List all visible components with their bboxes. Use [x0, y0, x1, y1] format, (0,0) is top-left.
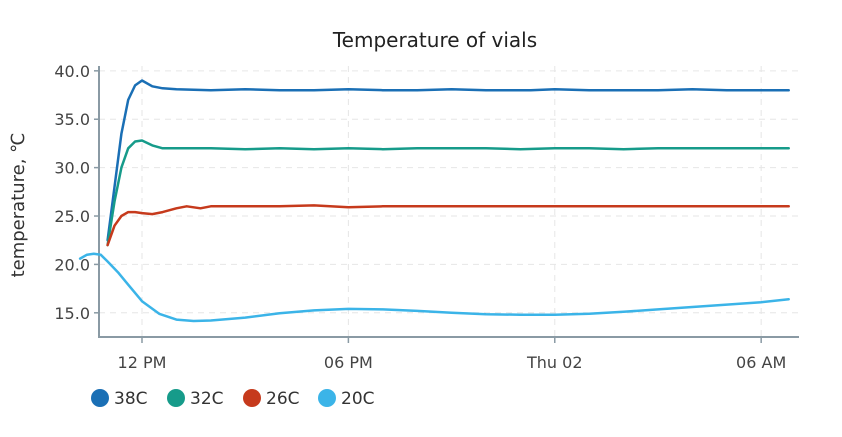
legend-marker [167, 389, 185, 407]
series-line-20c [78, 252, 790, 323]
legend-item-20c[interactable]: 20C [318, 389, 375, 409]
legend-item-26c[interactable]: 26C [243, 389, 300, 409]
legend-item-32c[interactable]: 32C [167, 389, 224, 409]
legend-label: 32C [190, 389, 224, 409]
series-lines [78, 79, 790, 323]
y-tick-label: 15.0 [54, 304, 90, 323]
y-tick-label: 20.0 [54, 255, 90, 274]
legend-item-38c[interactable]: 38C [91, 389, 148, 409]
y-tick-label: 35.0 [54, 110, 90, 129]
legend[interactable]: 38C 32C 26C 20C [91, 389, 375, 409]
y-tick-label: 25.0 [54, 207, 90, 226]
y-tick-label: 40.0 [54, 62, 90, 81]
legend-marker [318, 389, 336, 407]
axes [98, 66, 799, 338]
x-tick-label: 06 PM [324, 353, 373, 372]
x-tick-label: Thu 02 [526, 353, 583, 372]
grid [99, 66, 799, 337]
chart-title: Temperature of vials [332, 28, 537, 52]
legend-marker [243, 389, 261, 407]
series-line-32c [106, 139, 790, 247]
legend-marker [91, 389, 109, 407]
y-tick-label: 30.0 [54, 159, 90, 178]
x-tick-label: 06 AM [736, 353, 786, 372]
series-line-26c [106, 204, 790, 247]
x-axis-ticks: 12 PM 06 PM Thu 02 06 AM [118, 337, 786, 372]
legend-label: 26C [266, 389, 300, 409]
series-line-38c [106, 79, 790, 242]
legend-label: 38C [114, 389, 148, 409]
x-tick-label: 12 PM [118, 353, 167, 372]
y-axis-label: temperature, ℃ [8, 133, 29, 278]
y-axis-ticks: 15.0 20.0 25.0 30.0 35.0 40.0 [54, 62, 99, 323]
legend-label: 20C [341, 389, 375, 409]
